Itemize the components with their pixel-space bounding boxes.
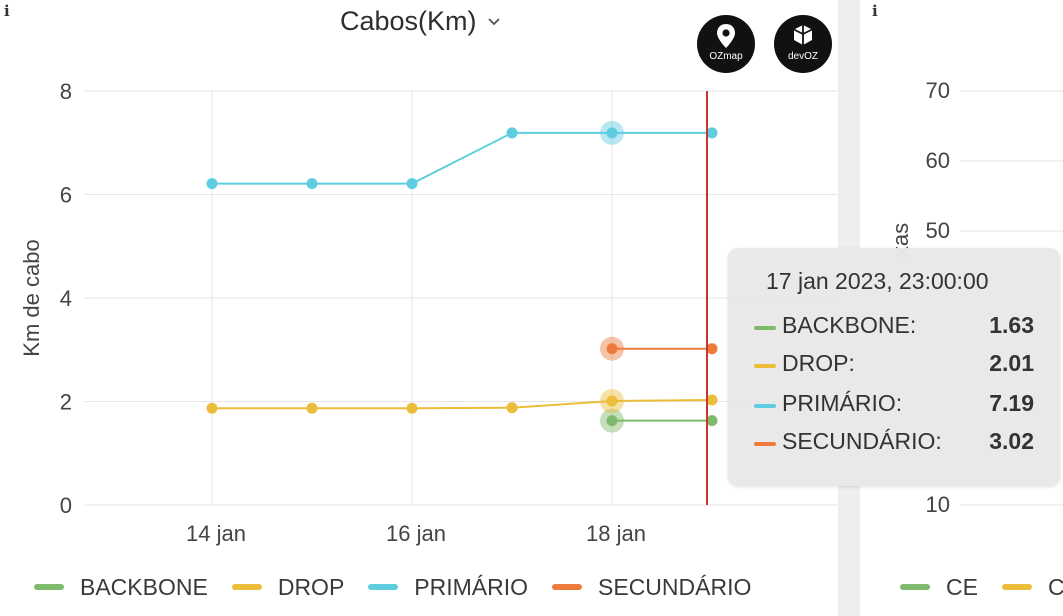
tooltip-swatch — [754, 404, 776, 408]
chevron-down-icon — [487, 17, 500, 25]
y-axis-label: Km de cabo — [19, 239, 44, 356]
legend-swatch — [552, 584, 583, 590]
series-line — [212, 398, 713, 410]
data-point — [506, 127, 518, 139]
cabos-panel: i Cabos(Km) OZmap devOZ 0 2 4 6 8 14 jan 16 ja… — [4, 2, 838, 604]
data-point — [706, 394, 718, 406]
legend-swatch — [231, 584, 262, 590]
series-drop — [206, 388, 718, 414]
y-tick-label: 70 — [926, 78, 950, 103]
second-chart-legend: CE C — [900, 570, 1063, 604]
x-tick-label: 16 jan — [386, 521, 446, 546]
legend-label: C — [1047, 573, 1063, 600]
devoz-logo: devOZ — [774, 15, 832, 73]
legend-swatch — [900, 584, 930, 590]
data-point — [706, 415, 718, 427]
legend-swatch — [368, 584, 399, 590]
y-tick-label: 8 — [60, 79, 72, 104]
tooltip-row: SECUNDÁRIO: 3.02 — [754, 428, 1044, 458]
y-tick-label: 10 — [926, 492, 950, 517]
tooltip-swatch — [754, 442, 776, 446]
tooltip-series-name: PRIMÁRIO: — [782, 390, 903, 416]
data-point — [406, 178, 418, 190]
y-tick-label: 50 — [926, 218, 950, 243]
tooltip-value: 7.19 — [989, 390, 1034, 416]
data-point — [706, 127, 718, 139]
data-point — [606, 127, 618, 139]
second-chart: 70 60 50 10 xas — [888, 78, 1063, 517]
legend-label: DROP — [277, 573, 345, 600]
chart-tooltip: 17 jan 2023, 23:00:00 BACKBONE: 1.63 DRO… — [728, 248, 1060, 486]
legend-item[interactable]: PRIMÁRIO — [368, 574, 528, 601]
tooltip-row: DROP: 2.01 — [754, 350, 1044, 380]
devoz-logo-text: devOZ — [787, 51, 818, 62]
series-secundário — [600, 336, 718, 361]
tooltip-row: PRIMÁRIO: 7.19 — [754, 390, 1044, 420]
tooltip-series-name: BACKBONE: — [782, 312, 917, 338]
tooltip-value: 3.02 — [989, 428, 1034, 454]
y-tick-label: 0 — [60, 493, 72, 518]
data-point — [606, 395, 618, 407]
data-point — [706, 343, 718, 355]
series-backbone — [600, 408, 718, 433]
ozmap-logo: OZmap — [697, 15, 755, 73]
y-tick-label: 60 — [926, 148, 950, 173]
tooltip-time: 17 jan 2023, 23:00:00 — [766, 268, 989, 294]
info-icon[interactable]: i — [4, 2, 10, 20]
line-chart: 0 2 4 6 8 14 jan 16 jan 18 jan Km de cabo — [19, 79, 838, 546]
legend-item[interactable]: DROP — [231, 573, 345, 601]
x-tick-label: 18 jan — [586, 521, 646, 546]
legend-item[interactable]: BACKBONE — [34, 574, 208, 601]
tooltip-series-name: SECUNDÁRIO: — [782, 428, 942, 454]
y-tick-label: 2 — [60, 390, 72, 415]
data-point — [306, 402, 318, 414]
y-tick-label: 4 — [60, 286, 72, 311]
tooltip-swatch — [754, 326, 776, 330]
data-point — [506, 402, 518, 414]
x-tick-label: 14 jan — [186, 521, 246, 546]
legend-label: BACKBONE — [80, 573, 208, 600]
legend-item[interactable]: C — [1001, 573, 1063, 601]
legend-label: SECUNDÁRIO — [598, 573, 752, 600]
legend-item[interactable]: SECUNDÁRIO — [552, 574, 751, 601]
tooltip-series-name: DROP: — [782, 350, 855, 376]
legend-swatch — [34, 584, 64, 590]
box-icon — [793, 25, 813, 45]
data-point — [606, 343, 618, 355]
panel-title: Cabos(Km) — [340, 6, 477, 36]
legend-label: PRIMÁRIO — [414, 573, 529, 600]
series-line — [212, 131, 712, 185]
tooltip-row: BACKBONE: 1.63 — [754, 312, 1044, 342]
map-pin-icon — [717, 24, 735, 48]
info-icon[interactable]: i — [872, 2, 878, 20]
legend-item[interactable]: CE — [900, 574, 978, 601]
chart-legend: BACKBONE DROP PRIMÁRIO SECUNDÁRIO — [34, 570, 775, 604]
legend-label: CE — [946, 573, 978, 600]
data-point — [206, 402, 218, 414]
tooltip-value: 2.01 — [989, 350, 1034, 376]
data-point — [206, 178, 218, 190]
data-point — [306, 178, 318, 190]
panel-title-menu[interactable]: Cabos(Km) — [340, 6, 501, 37]
legend-swatch — [1001, 584, 1032, 590]
y-tick-label: 6 — [60, 183, 72, 208]
tooltip-value: 1.63 — [989, 312, 1034, 338]
data-point — [606, 415, 618, 427]
data-point — [406, 402, 418, 414]
series-primário — [206, 120, 718, 190]
ozmap-logo-text: OZmap — [709, 51, 743, 62]
tooltip-swatch — [754, 364, 776, 368]
